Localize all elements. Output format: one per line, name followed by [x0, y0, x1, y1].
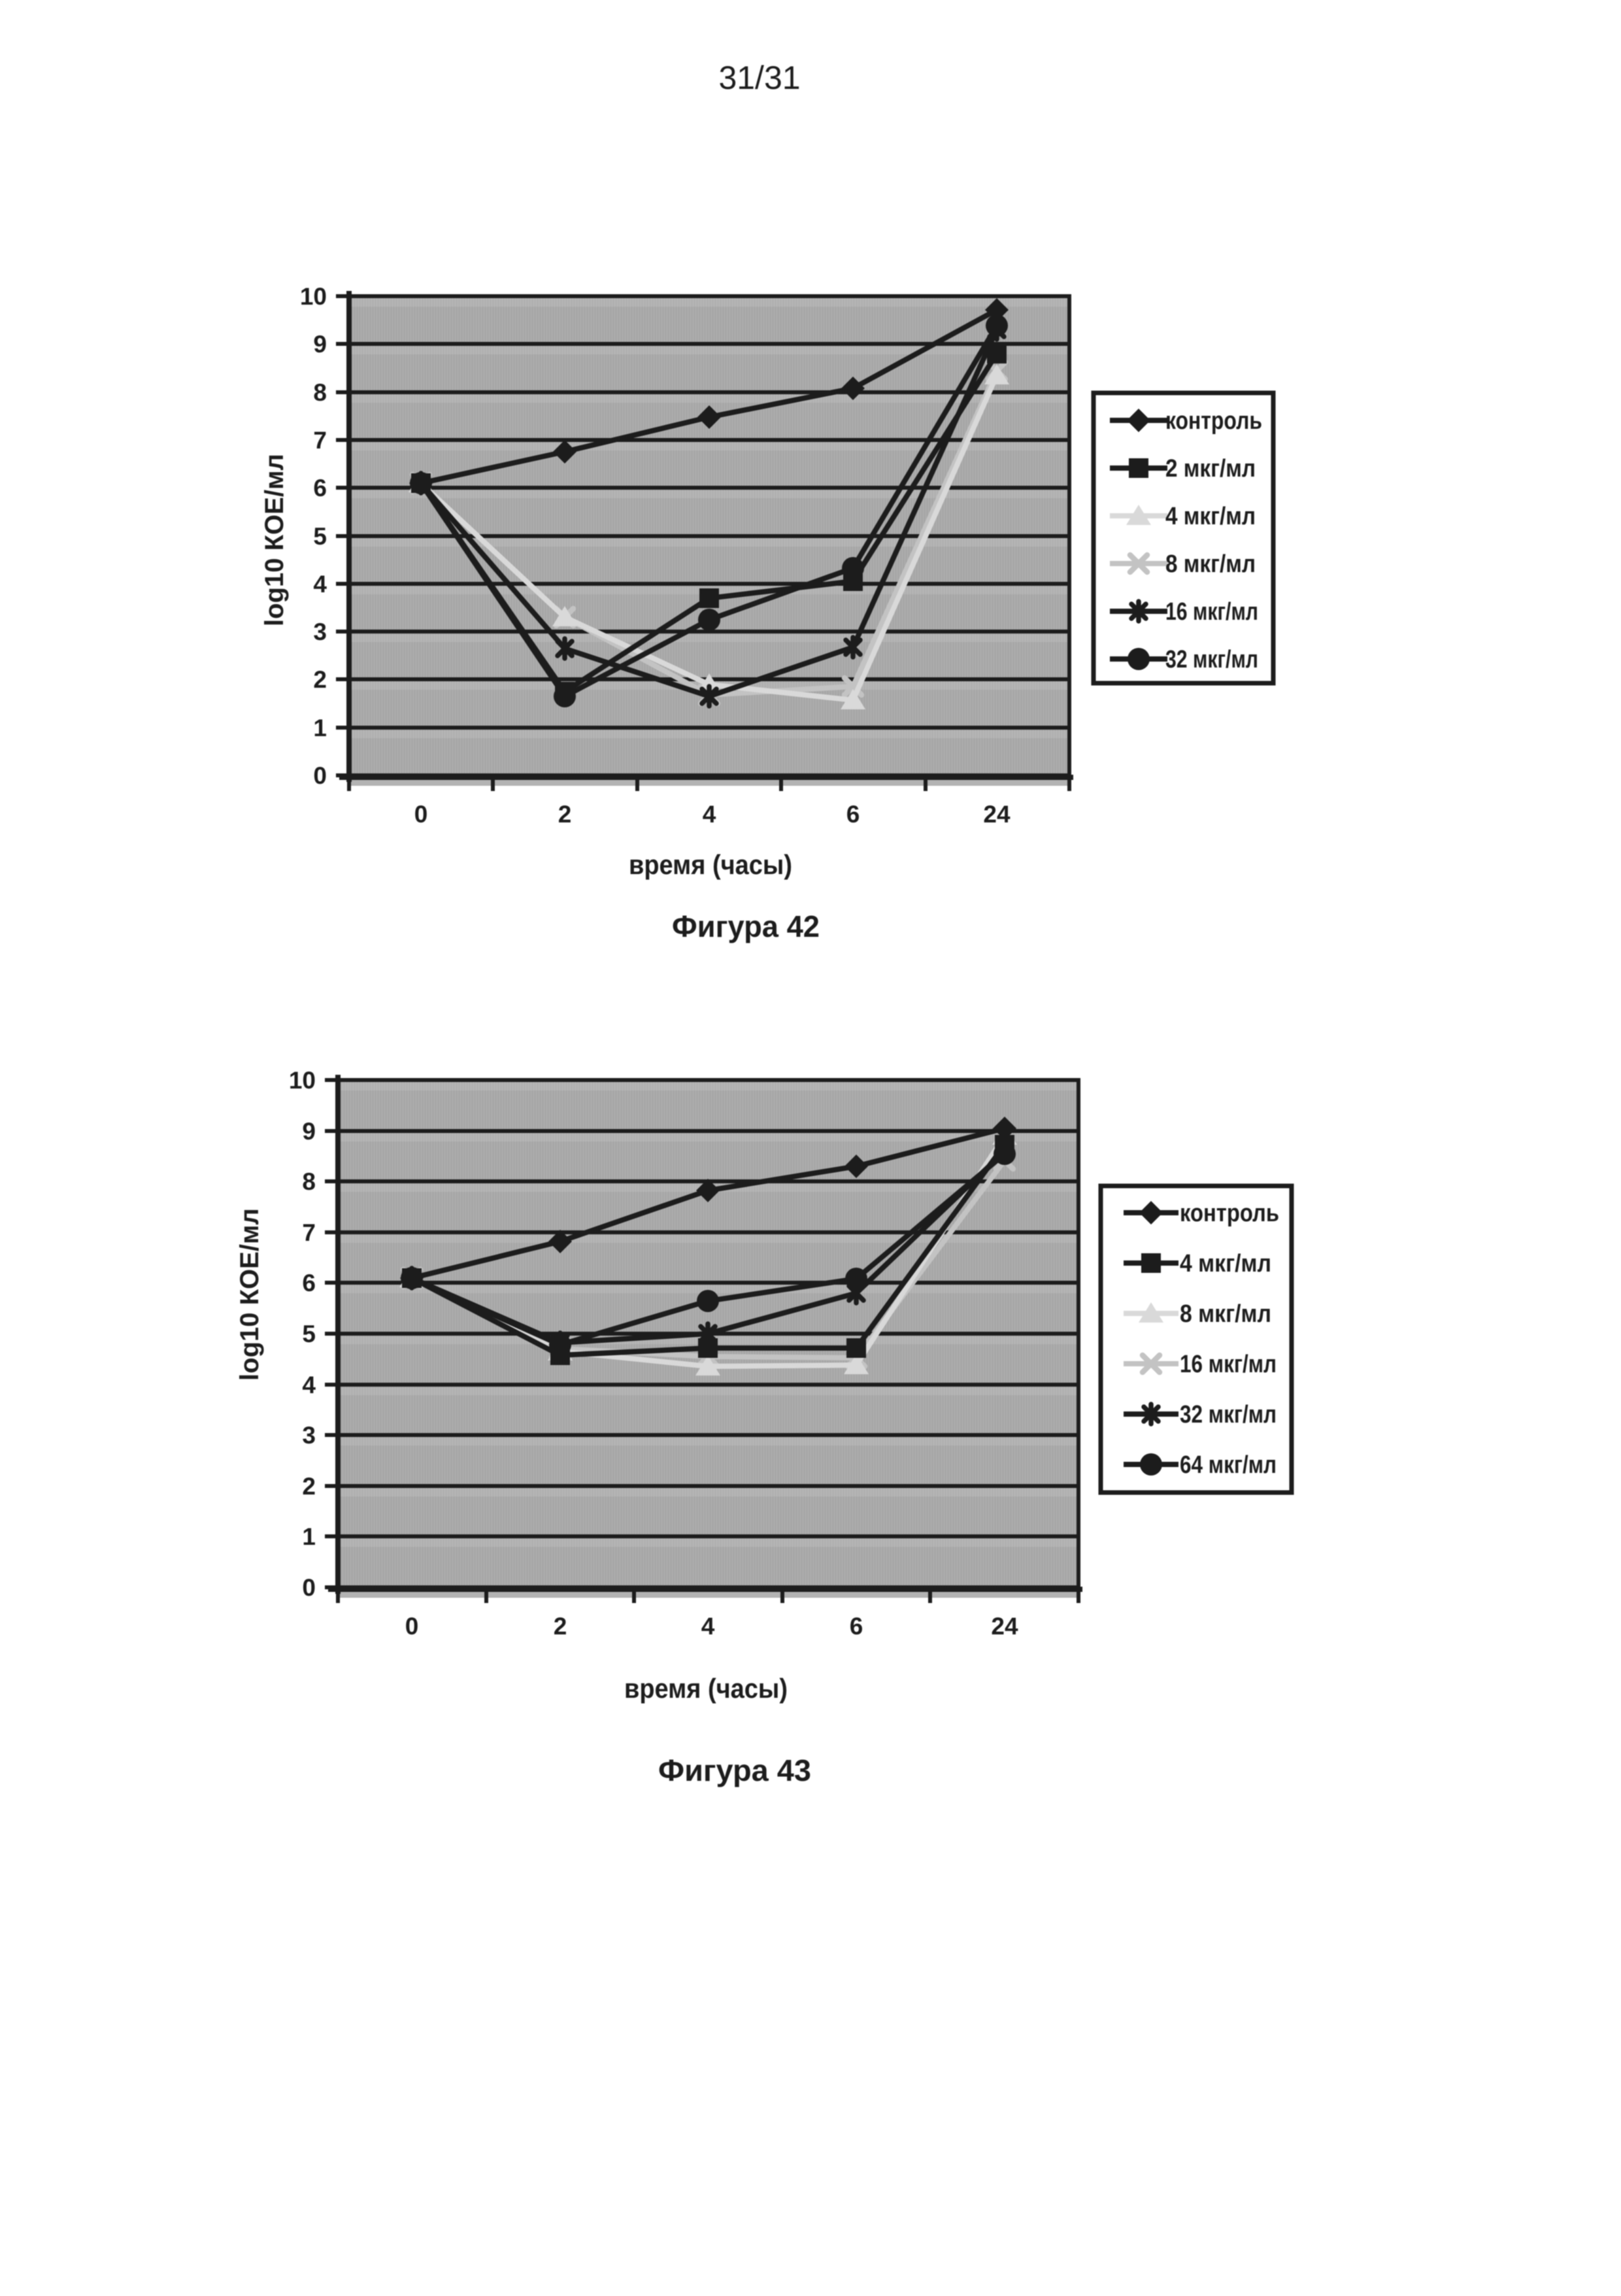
svg-text:контроль: контроль: [1180, 1200, 1279, 1227]
svg-text:7: 7: [313, 427, 327, 454]
svg-text:3: 3: [313, 618, 327, 645]
svg-text:2: 2: [558, 801, 572, 828]
svg-text:log10 КОЕ/мл: log10 КОЕ/мл: [260, 454, 289, 626]
svg-text:16 мкг/мл: 16 мкг/мл: [1165, 598, 1258, 626]
svg-text:10: 10: [289, 1067, 316, 1094]
svg-text:2: 2: [313, 666, 327, 693]
svg-text:контроль: контроль: [1165, 407, 1262, 435]
svg-text:4 мкг/мл: 4 мкг/мл: [1180, 1250, 1271, 1277]
svg-text:8 мкг/мл: 8 мкг/мл: [1180, 1300, 1271, 1328]
svg-text:3: 3: [302, 1422, 316, 1449]
svg-text:Фигура 42: Фигура 42: [672, 909, 820, 943]
svg-text:8: 8: [313, 379, 327, 406]
svg-text:5: 5: [313, 523, 327, 550]
svg-text:1: 1: [313, 715, 327, 741]
svg-text:4: 4: [302, 1372, 316, 1398]
svg-text:6: 6: [313, 475, 327, 501]
svg-text:24: 24: [991, 1613, 1018, 1640]
svg-text:2: 2: [302, 1473, 316, 1500]
svg-text:7: 7: [302, 1219, 316, 1246]
svg-text:6: 6: [850, 1613, 863, 1640]
svg-text:31/31: 31/31: [718, 59, 800, 96]
svg-text:24: 24: [983, 801, 1011, 828]
svg-text:log10 КОЕ/мл: log10 КОЕ/мл: [235, 1208, 264, 1381]
svg-text:4: 4: [703, 801, 716, 828]
svg-text:4: 4: [701, 1613, 715, 1640]
svg-text:0: 0: [414, 801, 428, 828]
svg-text:8: 8: [302, 1168, 316, 1195]
svg-text:64 мкг/мл: 64 мкг/мл: [1180, 1451, 1277, 1479]
svg-text:9: 9: [302, 1118, 316, 1145]
svg-text:4: 4: [313, 571, 327, 598]
svg-text:время (часы): время (часы): [629, 849, 792, 880]
svg-text:2 мкг/мл: 2 мкг/мл: [1165, 455, 1256, 482]
svg-text:0: 0: [302, 1574, 316, 1601]
svg-text:16 мкг/мл: 16 мкг/мл: [1180, 1351, 1277, 1378]
svg-text:Фигура 43: Фигура 43: [658, 1753, 811, 1787]
svg-text:8 мкг/мл: 8 мкг/мл: [1165, 550, 1256, 578]
svg-text:0: 0: [313, 762, 327, 789]
svg-text:6: 6: [302, 1270, 316, 1296]
svg-text:32 мкг/мл: 32 мкг/мл: [1180, 1401, 1277, 1428]
svg-text:1: 1: [302, 1523, 316, 1550]
svg-text:4 мкг/мл: 4 мкг/мл: [1165, 503, 1256, 530]
svg-text:9: 9: [313, 331, 327, 358]
svg-text:10: 10: [300, 283, 327, 310]
svg-text:0: 0: [405, 1613, 419, 1640]
svg-text:2: 2: [554, 1613, 567, 1640]
svg-text:время (часы): время (часы): [624, 1673, 788, 1704]
svg-text:5: 5: [302, 1321, 316, 1347]
svg-text:32 мкг/мл: 32 мкг/мл: [1165, 646, 1258, 673]
svg-text:6: 6: [846, 801, 860, 828]
